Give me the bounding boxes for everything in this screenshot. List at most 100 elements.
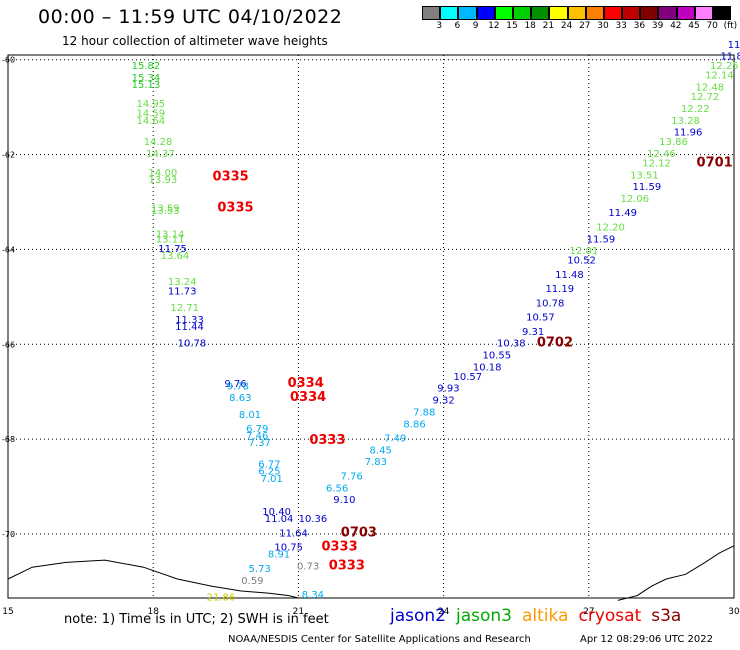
wave-height-value: 12.71 [170, 303, 199, 314]
colorbar-label: 30 [597, 21, 609, 31]
latitude-tick-label: -66 [2, 340, 15, 349]
colorbar-label: 36 [633, 21, 646, 31]
pass-time-label: 0333 [309, 433, 345, 448]
colorbar-swatch [713, 6, 732, 20]
graticule [7, 54, 735, 599]
colorbar-label: 9 [472, 21, 479, 31]
wave-height-value: 12.72 [691, 92, 720, 103]
wave-height-value: 9.93 [437, 384, 459, 395]
colorbar-label: 45 [688, 21, 700, 31]
colorbar-swatch [658, 6, 677, 20]
wave-height-value: 8.45 [370, 445, 392, 456]
satellite-s3a: s3a [651, 606, 682, 626]
wave-height-value: 7.76 [341, 471, 363, 482]
wave-height-value: 10.78 [178, 339, 207, 350]
wave-height-value: 10.36 [299, 514, 328, 525]
wave-height-value: 12.22 [681, 104, 710, 115]
colorbar-label: 21 [542, 21, 555, 31]
wave-height-value: 6.79 [246, 424, 268, 435]
wave-height-value: 12.25 [710, 61, 739, 72]
longitude-tick-label: 21 [293, 607, 304, 617]
colorbar-label: 70 [706, 21, 718, 31]
wave-height-value: 11.19 [545, 284, 574, 295]
satellite-cryosat: cryosat [578, 606, 642, 626]
pass-time-label: 0701 [697, 155, 733, 170]
axis-ticks: 15 18 21 24 27 30 -60 -62 -64 -66 -68 -70 [2, 56, 740, 617]
colorbar-label: 15 [506, 21, 518, 31]
colorbar-swatch [440, 6, 459, 20]
wave-height-value: 10.78 [536, 298, 565, 309]
wave-height-value: 0.59 [241, 576, 263, 587]
colorbar-swatch [476, 6, 495, 20]
wave-height-value: 10.57 [526, 313, 555, 324]
wave-height-value: 9.78 [227, 381, 249, 392]
pass-time-label: 0333 [321, 540, 357, 555]
pass-time-label: 0334 [288, 376, 324, 391]
colorbar-label: 18 [524, 21, 536, 31]
longitude-tick-label: 18 [147, 607, 159, 617]
pass-time-label: 0702 [537, 336, 573, 351]
colorbar-swatch [422, 6, 441, 20]
wave-height-value: 9.31 [522, 327, 544, 338]
latitude-tick-label: -60 [2, 56, 15, 65]
wave-height-value: 11.48 [555, 270, 584, 281]
map-subtitle: 12 hour collection of altimeter wave hei… [62, 34, 328, 48]
colorbar-swatch [549, 6, 568, 20]
wave-height-value: 11 [728, 40, 740, 51]
wave-height-value: 10.55 [483, 351, 512, 362]
longitude-tick-label: 24 [438, 607, 450, 617]
colorbar-label: 24 [560, 21, 573, 31]
satellite-legend: jason2 jason3 altika cryosat s3a [390, 606, 691, 626]
colorbar-swatch [567, 6, 586, 20]
colorbar-label: (ft) [723, 21, 738, 31]
pass-time-label: 0335 [213, 170, 249, 185]
colorbar [422, 6, 732, 20]
timestamp-text: Apr 12 08:29:06 UTC 2022 [580, 634, 713, 645]
coastline-west [7, 559, 299, 599]
wave-height-value: 11.8 [720, 52, 740, 63]
longitude-tick-label: 30 [728, 607, 740, 617]
wave-height-value: 13.53 [151, 206, 180, 217]
longitude-tick-label: 27 [583, 607, 594, 617]
coastline [7, 545, 735, 601]
wave-height-value: 11.96 [674, 128, 703, 139]
wave-height-value: 10.18 [473, 362, 502, 373]
wave-height-value: 9.76 [224, 379, 246, 390]
wave-height-value: 11.59 [587, 234, 616, 245]
colorbar-swatch [694, 6, 713, 20]
wave-height-value: 6.25 [258, 467, 280, 478]
wave-height-value: 9.32 [432, 396, 454, 407]
pass-time-label: 0333 [329, 559, 365, 574]
footer-note: note: 1) Time is in UTC; 2) SWH is in fe… [64, 612, 329, 627]
wave-height-value: 7.37 [249, 438, 271, 449]
wave-height-value: 5.73 [249, 564, 271, 575]
latitude-tick-label: -68 [2, 435, 15, 444]
wave-height-value: 7.83 [365, 457, 387, 468]
wave-height-value: 12.12 [642, 158, 671, 169]
coastline-east [617, 545, 735, 601]
wave-height-value: 12.14 [705, 71, 734, 82]
wave-height-value: 8.91 [268, 550, 290, 561]
wave-height-value: 13.24 [168, 277, 197, 288]
colorbar-swatch [494, 6, 513, 20]
colorbar-swatch [676, 6, 695, 20]
satellite-jason3: jason3 [456, 606, 512, 626]
wave-height-value: 13.14 [156, 230, 185, 241]
longitude-tick-label: 15 [2, 607, 13, 617]
wave-height-value: 8.63 [229, 393, 251, 404]
wave-height-value: 13.86 [659, 137, 688, 148]
wave-height-value: 10.57 [453, 372, 482, 383]
wave-height-value: 10.75 [274, 543, 303, 554]
wave-height-value: 13.28 [671, 116, 700, 127]
wave-height-value: 11.73 [168, 286, 197, 297]
colorbar-swatch [640, 6, 659, 20]
wave-height-value: 12.46 [647, 149, 676, 160]
colorbar-label: 39 [651, 21, 664, 31]
wave-height-value: 13.59 [151, 203, 180, 214]
colorbar-swatch [531, 6, 550, 20]
latitude-tick-label: -62 [2, 151, 15, 160]
wave-height-value: 13.11 [156, 234, 185, 245]
colorbar-swatch [512, 6, 532, 20]
